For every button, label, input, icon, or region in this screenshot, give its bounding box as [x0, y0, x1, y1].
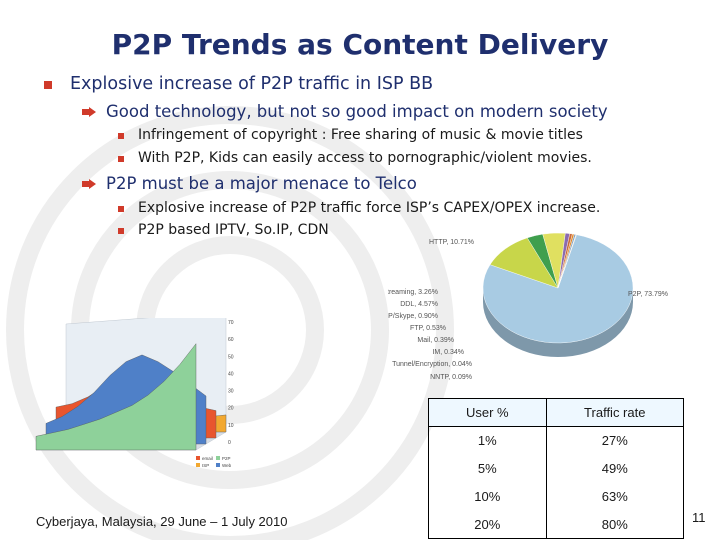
- bullet-square-icon: [118, 156, 124, 162]
- table-header-row: User % Traffic rate: [428, 398, 685, 427]
- pie-slice-side: [483, 288, 633, 357]
- bullet-l3-b-text: With P2P, Kids can easily access to porn…: [138, 150, 592, 166]
- table-cell: 80%: [545, 510, 685, 539]
- bullet-l2-a-text: Good technology, but not so good impact …: [106, 102, 608, 121]
- arrow-bullet-icon: [82, 179, 96, 189]
- bullet-l2-b-text: P2P must be a major menace to Telco: [106, 174, 417, 193]
- pie-slice-label: NNTP, 0.09%: [430, 374, 472, 381]
- table-row: 20% 80%: [428, 510, 685, 539]
- table-header-cell: Traffic rate: [545, 398, 685, 427]
- bullet-l3-a: Infringement of copyright : Free sharing…: [118, 127, 583, 143]
- pie-slice-label: DDL, 4.57%: [400, 301, 438, 308]
- table-row: 10% 63%: [428, 482, 685, 511]
- table-cell: 10%: [428, 482, 547, 511]
- legend-swatch: [216, 463, 220, 467]
- table-cell: 5%: [428, 454, 547, 483]
- y-tick-label: 20: [228, 406, 234, 412]
- page-number: 11: [692, 510, 706, 525]
- pie-slice-label: IM, 0.34%: [432, 349, 464, 356]
- table-cell: 49%: [545, 454, 685, 483]
- pie-slice-label: VoIP/Skype, 0.90%: [388, 313, 438, 320]
- y-tick-label: 50: [228, 354, 234, 360]
- pie-slice-label: FTP, 0.53%: [410, 325, 446, 332]
- table-cell: 63%: [545, 482, 685, 511]
- legend-swatch: [196, 463, 200, 467]
- bullet-l1: Explosive increase of P2P traffic in ISP…: [44, 74, 433, 94]
- pie-slice-label: HTTP, 10.71%: [429, 239, 474, 246]
- bullet-l1-text: Explosive increase of P2P traffic in ISP…: [70, 74, 434, 94]
- y-tick-label: 0: [228, 440, 231, 446]
- pie-chart: P2P, 73.79% HTTP, 10.71% Streaming, 3.26% D…: [388, 232, 668, 381]
- pie-slice-label: P2P, 73.79%: [628, 291, 668, 298]
- bullet-l2-b: P2P must be a major menace to Telco: [82, 174, 417, 193]
- pie-slice-label: Mail, 0.39%: [417, 337, 454, 344]
- bullet-square-icon: [118, 133, 124, 139]
- table-cell: 20%: [428, 510, 547, 539]
- y-tick-label: 60: [228, 337, 234, 343]
- table-header-cell: User %: [428, 398, 547, 427]
- bullet-l3-d-text: P2P based IPTV, So.IP, CDN: [138, 222, 329, 238]
- bullet-square-icon: [118, 228, 124, 234]
- table-row: 5% 49%: [428, 454, 685, 483]
- pie-slice-label: Streaming, 3.26%: [388, 289, 438, 296]
- legend-swatch: [196, 456, 200, 460]
- legend-label: email: [202, 456, 213, 461]
- bullet-square-icon: [118, 206, 124, 212]
- table-cell: 27%: [545, 426, 685, 455]
- bullet-l3-b: With P2P, Kids can easily access to porn…: [118, 150, 592, 166]
- pie-slice: [557, 234, 577, 289]
- bullet-l2-a: Good technology, but not so good impact …: [82, 102, 608, 121]
- legend-label: ISP: [202, 463, 209, 468]
- area-series-p2p: [35, 343, 197, 451]
- user-traffic-table: User % Traffic rate 1% 27% 5% 49% 10% 63% 20% 80%: [428, 398, 685, 539]
- area-chart: 70 60 50 40 30 20 10 0 email P2P ISP Web: [35, 318, 234, 468]
- y-tick-label: 30: [228, 389, 234, 395]
- slide-title: P2P Trends as Content Delivery: [111, 28, 609, 61]
- arrow-bullet-icon: [82, 107, 96, 117]
- footer-text: Cyberjaya, Malaysia, 29 June – 1 July 20…: [36, 514, 288, 529]
- bullet-l3-c: Explosive increase of P2P traffic force …: [118, 200, 600, 216]
- table-cell: 1%: [428, 426, 547, 455]
- pie-slice-label: Tunnel/Encryption, 0.04%: [392, 361, 472, 368]
- y-tick-label: 70: [228, 320, 234, 326]
- table-row: 1% 27%: [428, 426, 685, 455]
- legend-swatch: [216, 456, 220, 460]
- pie-slice: [482, 234, 634, 344]
- bullet-l3-d: P2P based IPTV, So.IP, CDN: [118, 222, 329, 238]
- legend-label: Web: [222, 463, 232, 468]
- bullet-square-icon: [44, 81, 52, 89]
- bullet-l3-a-text: Infringement of copyright : Free sharing…: [138, 127, 583, 143]
- legend-label: P2P: [222, 456, 231, 461]
- bullet-l3-c-text: Explosive increase of P2P traffic force …: [138, 200, 601, 216]
- y-tick-label: 10: [228, 423, 234, 429]
- y-tick-label: 40: [228, 371, 234, 377]
